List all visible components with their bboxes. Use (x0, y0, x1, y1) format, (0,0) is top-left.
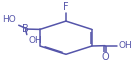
Text: OH: OH (118, 41, 132, 50)
Text: HO: HO (2, 15, 16, 24)
Text: F: F (63, 2, 69, 12)
Text: B: B (22, 24, 29, 34)
Text: OH: OH (28, 36, 42, 45)
Text: O: O (101, 52, 109, 62)
